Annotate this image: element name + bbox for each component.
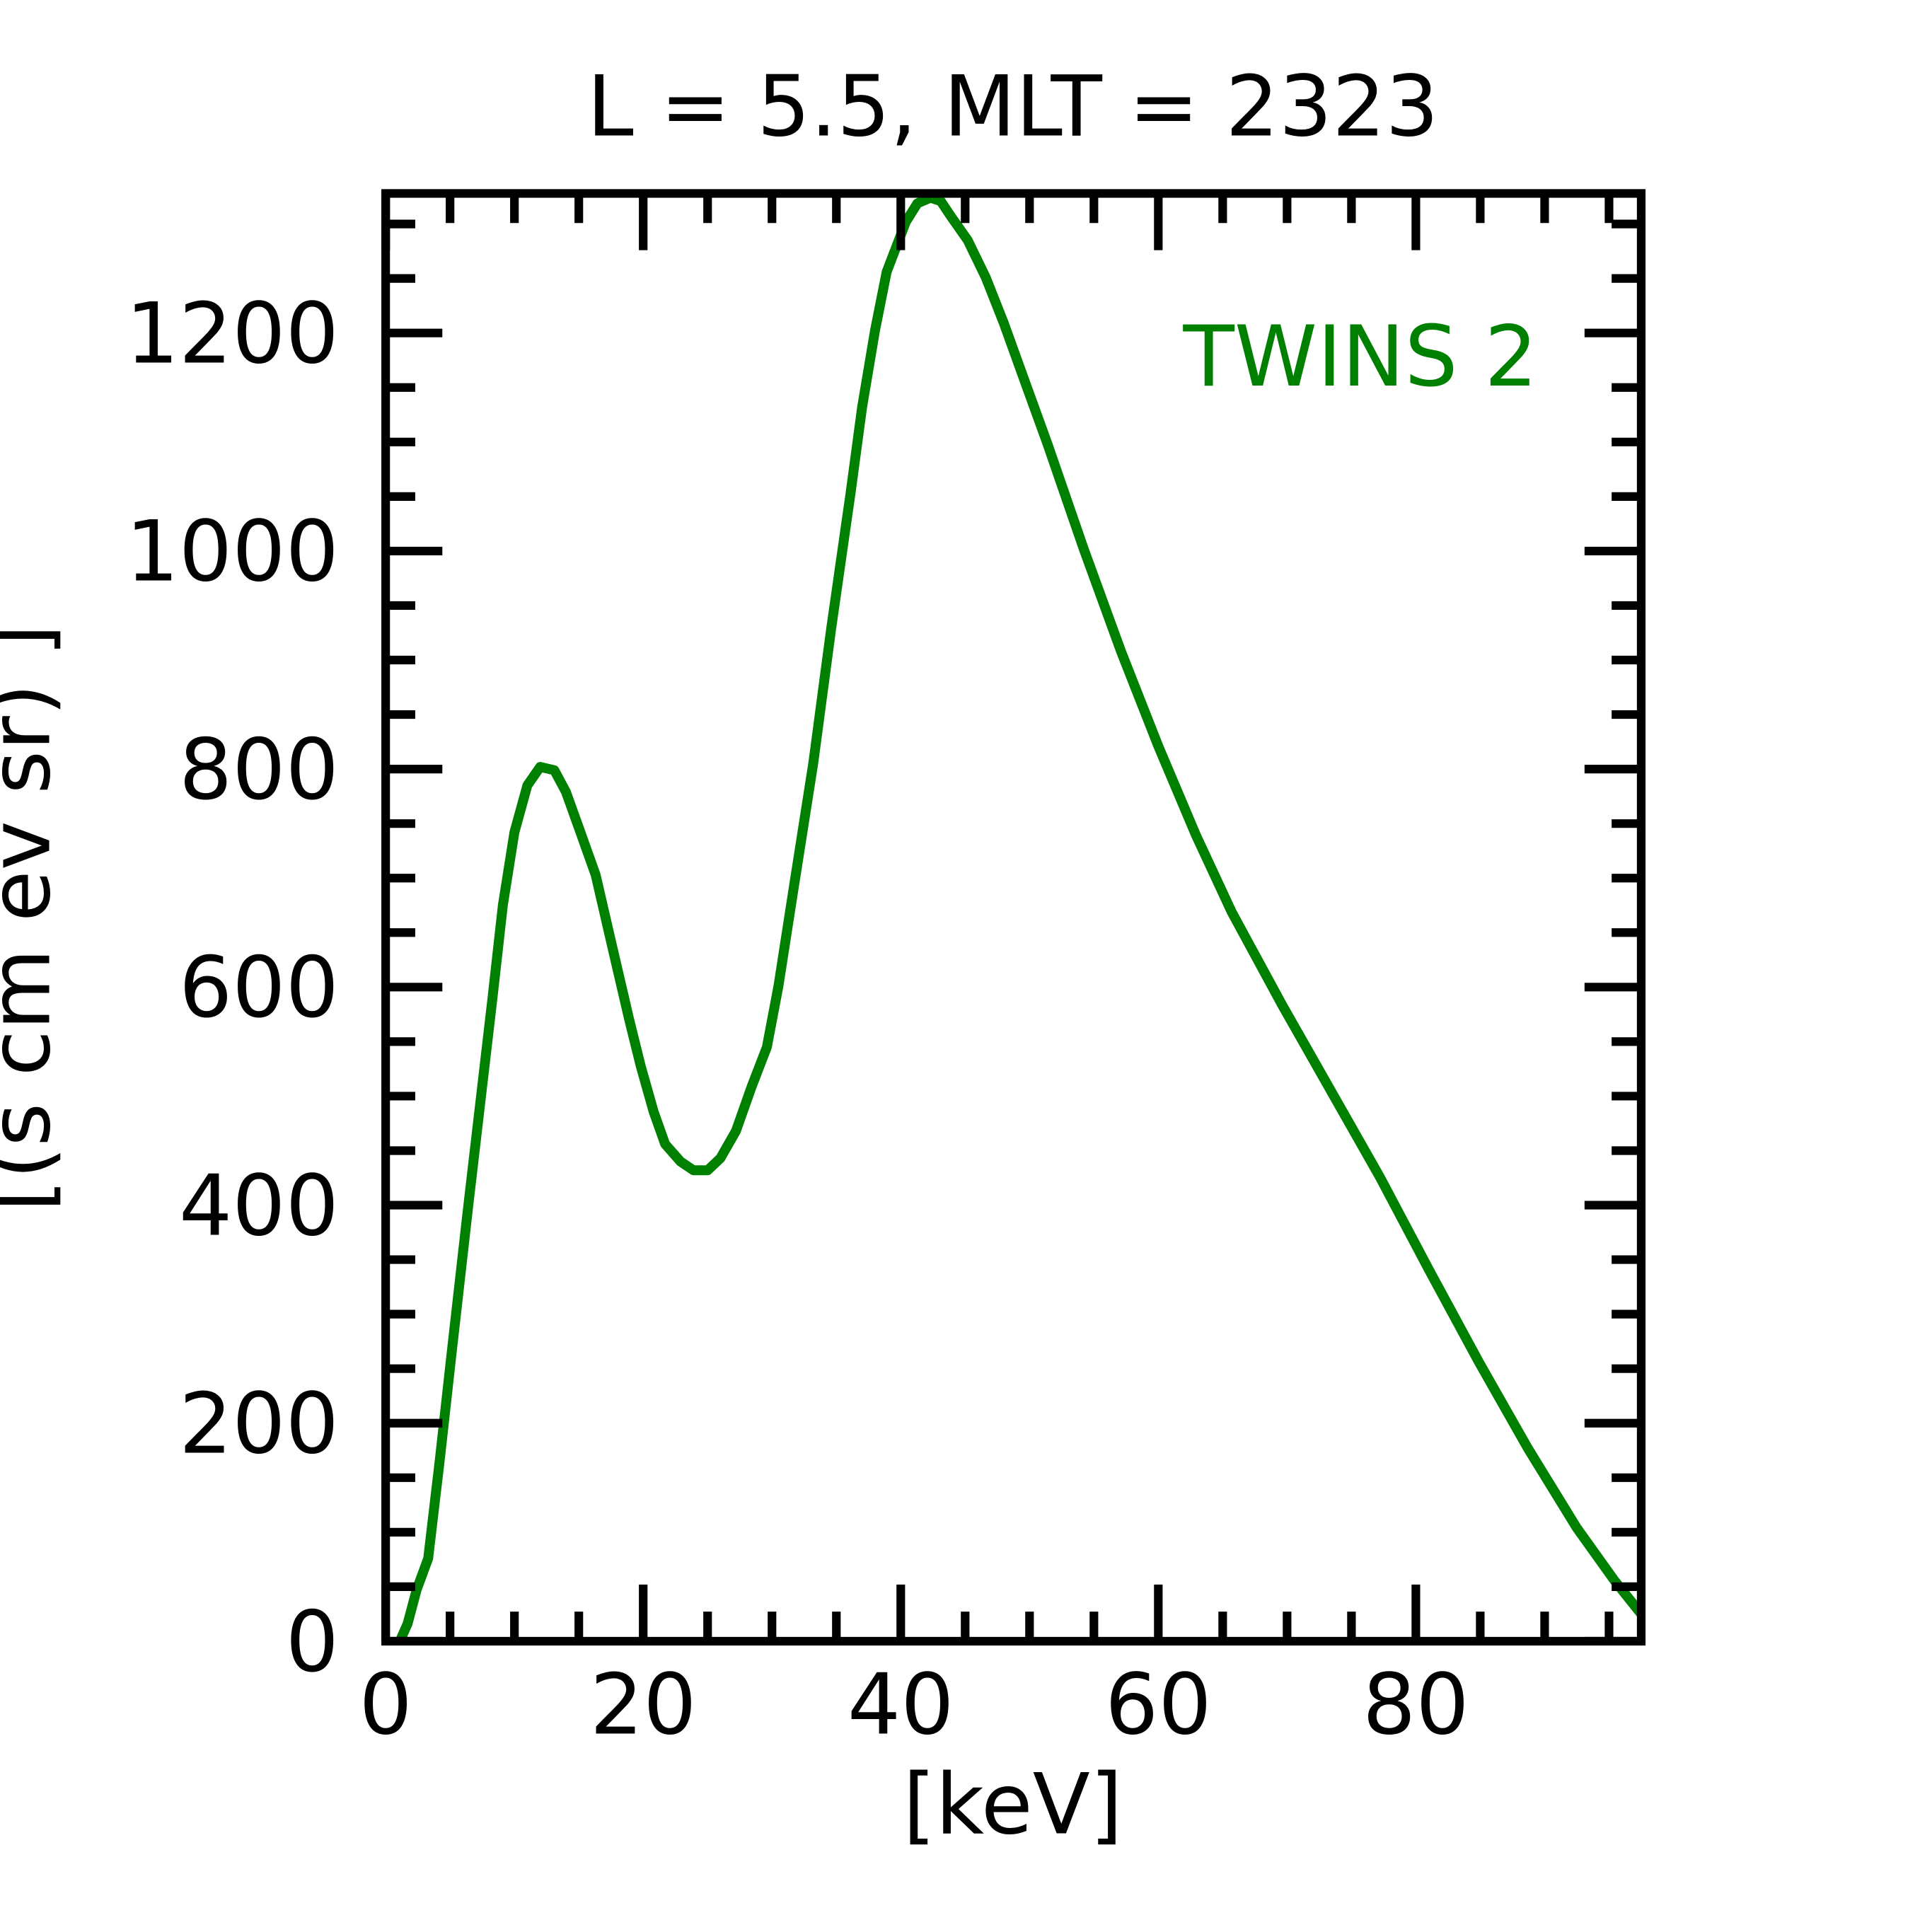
plot-frame — [381, 189, 1646, 1646]
x-tick-label: 20 — [590, 1656, 697, 1754]
y-tick-label: 1200 — [126, 285, 339, 383]
y-tick-label: 0 — [286, 1593, 339, 1691]
chart-title: L = 5.5, MLT = 2323 — [587, 58, 1439, 156]
y-tick-label: 600 — [179, 939, 339, 1036]
x-tick-label: 60 — [1105, 1656, 1212, 1754]
x-tick-label: 80 — [1363, 1656, 1469, 1754]
y-tick-label: 800 — [179, 721, 339, 819]
y-tick-label: 400 — [179, 1157, 339, 1254]
x-axis-label: [keV] — [903, 1756, 1123, 1853]
x-tick-label: 0 — [359, 1656, 412, 1754]
x-tick-label: 40 — [848, 1656, 954, 1754]
y-tick-label: 1000 — [126, 503, 339, 601]
y-axis-label: [(s cm ev sr) ] — [0, 624, 69, 1212]
series-line-twins-2 — [395, 193, 1641, 1641]
y-tick-label: 200 — [179, 1375, 339, 1473]
legend-entry-twins-2: TWINS 2 — [1183, 308, 1538, 405]
